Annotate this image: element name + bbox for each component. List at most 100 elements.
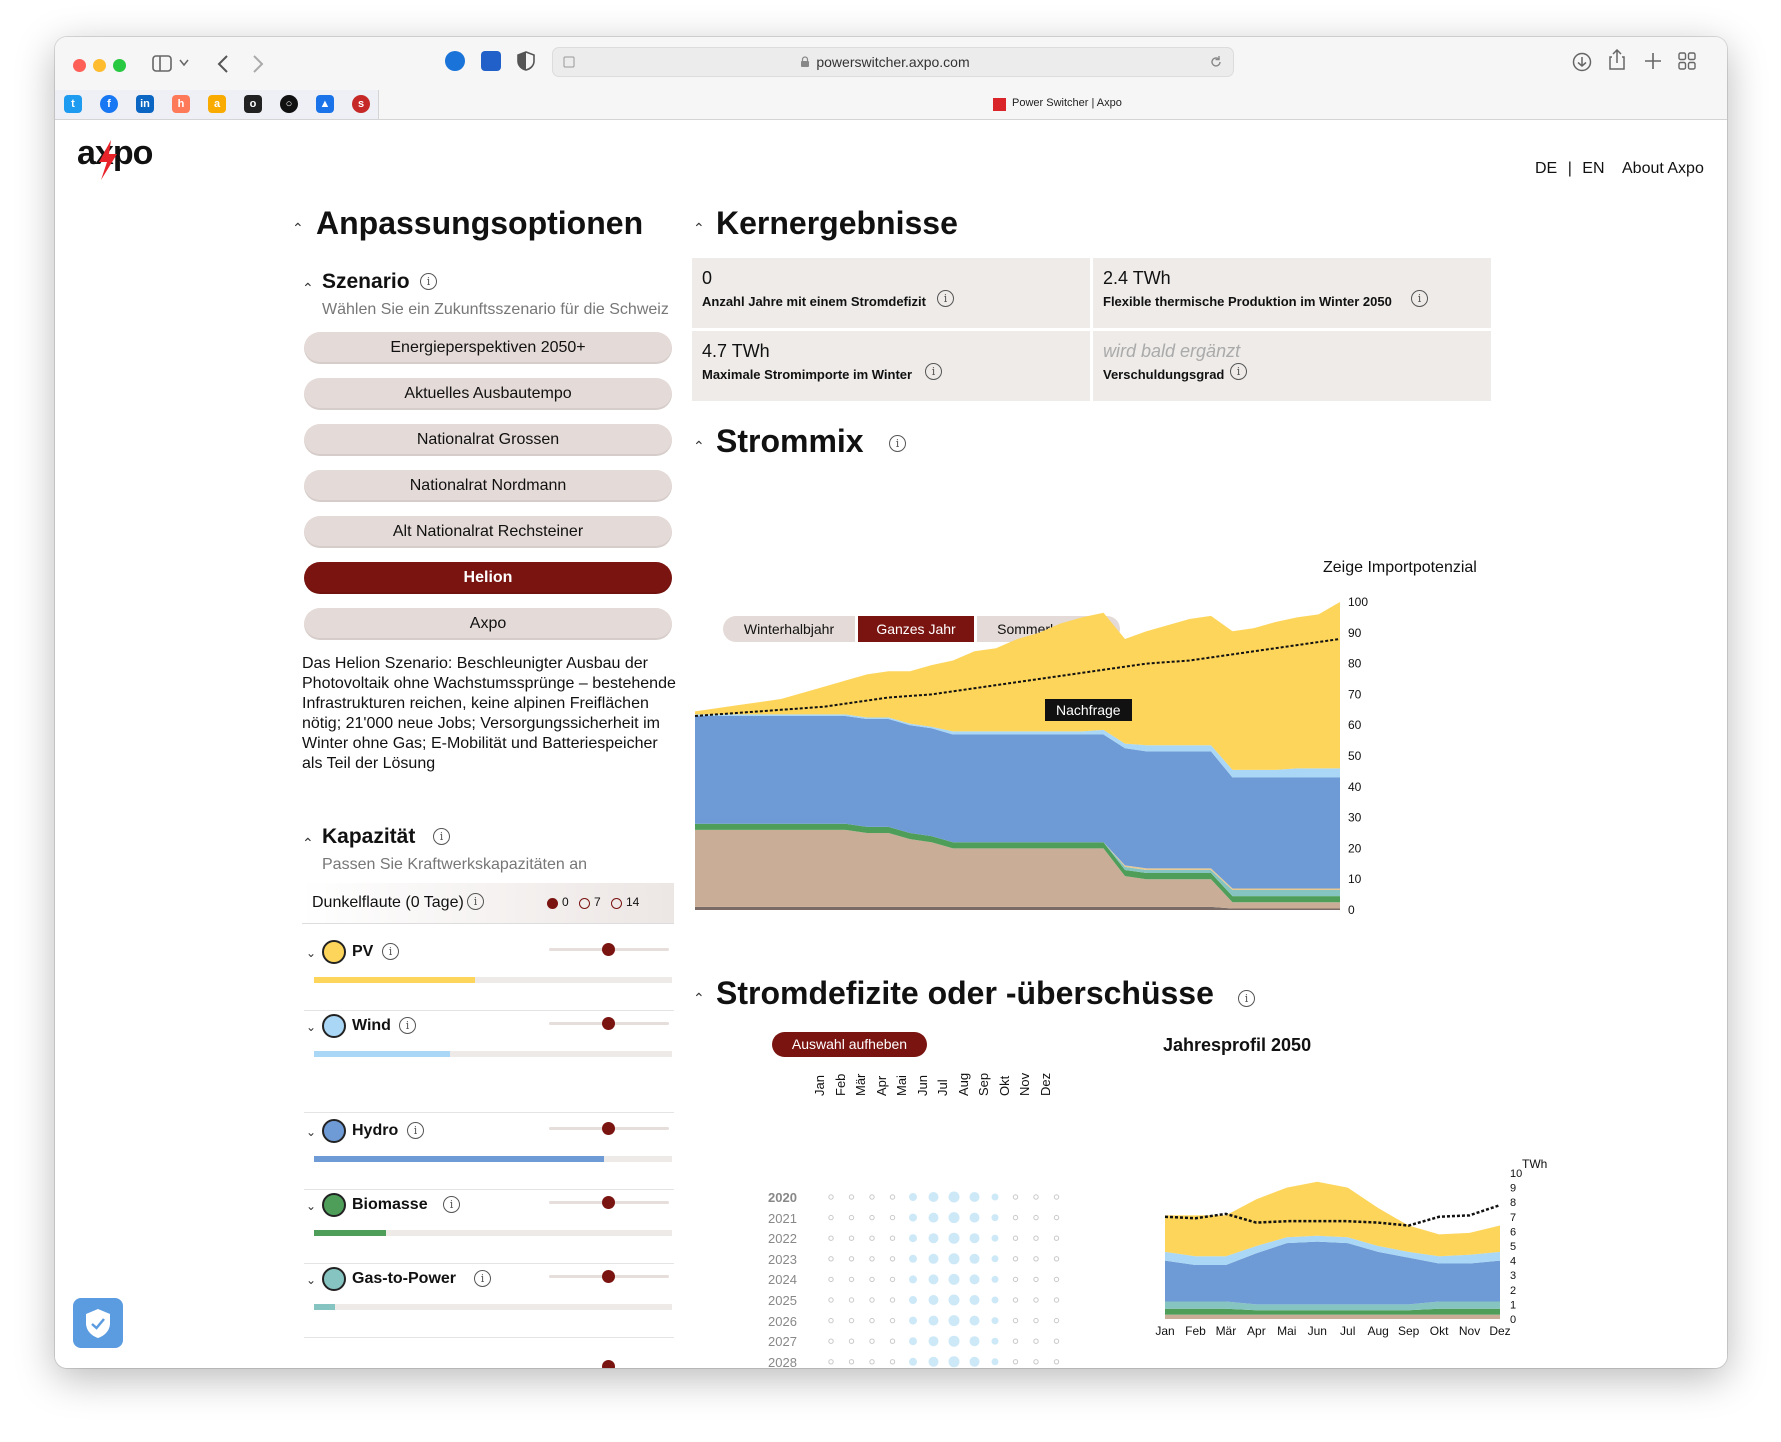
surplus-dot[interactable] <box>969 1336 980 1347</box>
neutral-dot[interactable] <box>1033 1256 1039 1262</box>
surplus-dot[interactable] <box>969 1253 980 1264</box>
gas-info-icon[interactable]: i <box>474 1270 491 1287</box>
capacity-info-icon[interactable]: i <box>433 828 450 845</box>
neutral-dot[interactable] <box>848 1338 855 1344</box>
reload-icon[interactable] <box>1209 55 1223 69</box>
surplus-dot[interactable] <box>909 1193 917 1201</box>
neutral-dot[interactable] <box>889 1359 896 1365</box>
scenario-button-axpo[interactable]: Axpo <box>304 608 672 640</box>
neutral-dot[interactable] <box>848 1194 855 1200</box>
surplus-dot[interactable] <box>928 1336 939 1347</box>
s-app-icon[interactable]: s <box>352 95 370 113</box>
download-icon[interactable] <box>1572 52 1592 72</box>
neutral-dot[interactable] <box>889 1297 896 1303</box>
lang-en-link[interactable]: EN <box>1582 160 1605 177</box>
neutral-dot[interactable] <box>1033 1359 1039 1365</box>
neutral-dot[interactable] <box>1033 1338 1039 1344</box>
surplus-dot[interactable] <box>928 1356 939 1367</box>
surplus-dot[interactable] <box>991 1214 999 1222</box>
tab-overview-icon[interactable] <box>1678 52 1696 70</box>
neutral-dot[interactable] <box>848 1317 855 1324</box>
kpi-info-icon[interactable]: i <box>925 363 942 380</box>
neutral-dot[interactable] <box>828 1317 834 1324</box>
surplus-dot[interactable] <box>909 1275 917 1284</box>
surplus-dot[interactable] <box>991 1358 999 1366</box>
surplus-dot[interactable] <box>948 1232 960 1244</box>
surplus-dot[interactable] <box>909 1316 917 1325</box>
triangle-app-icon[interactable]: ▲ <box>316 95 334 113</box>
neutral-dot[interactable] <box>1012 1359 1019 1365</box>
surplus-dot[interactable] <box>948 1212 960 1224</box>
neutral-dot[interactable] <box>1053 1194 1060 1200</box>
neutral-dot[interactable] <box>1033 1214 1039 1221</box>
wind-slider-handle[interactable] <box>602 1017 615 1030</box>
surplus-dot[interactable] <box>928 1274 939 1285</box>
strommix-info-icon[interactable]: i <box>889 435 906 452</box>
surplus-dot[interactable] <box>969 1233 980 1244</box>
surplus-dot[interactable] <box>948 1315 960 1327</box>
dunkelflaute-7-radio[interactable] <box>579 898 590 909</box>
neutral-dot[interactable] <box>1033 1297 1039 1303</box>
neutral-dot[interactable] <box>869 1214 875 1221</box>
neutral-dot[interactable] <box>828 1297 834 1303</box>
neutral-dot[interactable] <box>869 1297 875 1303</box>
surplus-dot[interactable] <box>969 1295 980 1305</box>
surplus-dot[interactable] <box>928 1315 939 1326</box>
scenario-button-grossen[interactable]: Nationalrat Grossen <box>304 424 672 456</box>
gas-slider-handle[interactable] <box>602 1270 615 1283</box>
deficit-info-icon[interactable]: i <box>1238 990 1255 1007</box>
pv-info-icon[interactable]: i <box>382 943 399 960</box>
neutral-dot[interactable] <box>889 1276 896 1283</box>
scenario-button-helion[interactable]: Helion <box>304 562 672 594</box>
neutral-dot[interactable] <box>848 1235 855 1241</box>
collapse-strommix-caret-icon[interactable]: ⌃ <box>693 438 705 454</box>
neutral-dot[interactable] <box>828 1338 834 1344</box>
circle-app-icon[interactable]: ○ <box>280 95 298 113</box>
neutral-dot[interactable] <box>1012 1235 1019 1241</box>
next-source-slider-handle[interactable] <box>602 1360 615 1368</box>
neutral-dot[interactable] <box>1033 1235 1039 1241</box>
neutral-dot[interactable] <box>1053 1317 1060 1324</box>
biomasse-slider-handle[interactable] <box>602 1196 615 1209</box>
neutral-dot[interactable] <box>889 1194 896 1200</box>
linkedin-icon[interactable]: in <box>136 95 154 113</box>
toggle-winter[interactable]: Winterhalbjahr <box>723 616 855 642</box>
surplus-dot[interactable] <box>969 1356 980 1367</box>
lang-de-link[interactable]: DE <box>1535 160 1558 177</box>
surplus-dot[interactable] <box>928 1233 939 1244</box>
surplus-dot[interactable] <box>928 1192 939 1202</box>
neutral-dot[interactable] <box>828 1359 834 1365</box>
collapse-capacity-caret-icon[interactable]: ⌃ <box>302 835 314 851</box>
close-window-button[interactable] <box>73 59 86 72</box>
surplus-dot[interactable] <box>928 1253 939 1264</box>
minimize-window-button[interactable] <box>93 59 106 72</box>
share-icon[interactable] <box>1608 49 1626 71</box>
translate-extension-icon[interactable] <box>481 51 501 71</box>
neutral-dot[interactable] <box>1033 1276 1039 1283</box>
neutral-dot[interactable] <box>848 1297 855 1303</box>
facebook-icon[interactable]: f <box>100 95 118 113</box>
hubspot-icon[interactable]: h <box>172 95 190 113</box>
neutral-dot[interactable] <box>869 1317 875 1324</box>
collapse-scenario-caret-icon[interactable]: ⌃ <box>302 280 314 296</box>
twitter-icon[interactable]: t <box>64 95 82 113</box>
surplus-dot[interactable] <box>969 1212 980 1223</box>
new-tab-icon[interactable] <box>1644 52 1662 70</box>
surplus-dot[interactable] <box>991 1337 999 1345</box>
axpo-logo[interactable]: axpo <box>77 134 153 172</box>
surplus-dot[interactable] <box>909 1254 917 1263</box>
neutral-dot[interactable] <box>889 1235 896 1241</box>
back-icon[interactable] <box>216 54 230 74</box>
collapse-options-caret-icon[interactable]: ⌃ <box>292 220 304 236</box>
neutral-dot[interactable] <box>1012 1317 1019 1324</box>
neutral-dot[interactable] <box>889 1317 896 1324</box>
neutral-dot[interactable] <box>869 1338 875 1344</box>
expand-biomasse-chevron-icon[interactable]: ⌄ <box>306 1199 317 1213</box>
neutral-dot[interactable] <box>848 1256 855 1262</box>
password-manager-icon[interactable] <box>445 51 465 71</box>
kpi-info-icon[interactable]: i <box>1230 363 1247 380</box>
expand-hydro-chevron-icon[interactable]: ⌄ <box>306 1125 317 1139</box>
dunkelflaute-0-radio[interactable] <box>547 898 558 909</box>
neutral-dot[interactable] <box>1012 1297 1019 1303</box>
dunkelflaute-info-icon[interactable]: i <box>467 893 484 910</box>
